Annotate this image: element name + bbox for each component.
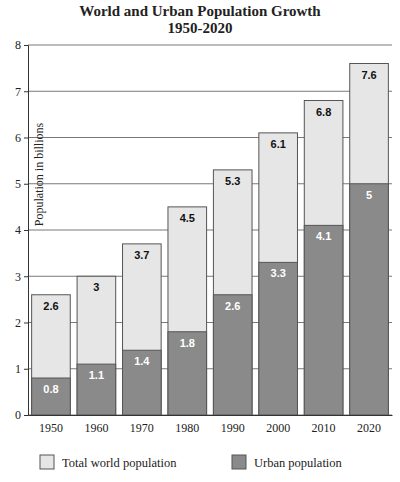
bar: [213, 170, 252, 415]
x-tick: 2010: [312, 415, 336, 435]
legend-label: Urban population: [254, 456, 343, 470]
data-label: 3.7: [134, 249, 149, 261]
bar: [168, 207, 207, 415]
y-tick: 1: [15, 362, 28, 376]
y-tick-label: 3: [15, 270, 21, 284]
grid: [28, 45, 392, 415]
series-bars: [32, 184, 389, 415]
y-tick-label: 8: [15, 38, 21, 52]
data-label: 4.5: [180, 212, 195, 224]
x-tick-label: 1960: [84, 421, 108, 435]
data-label: 1.1: [89, 369, 104, 381]
legend: Total world population Urban population: [40, 455, 343, 470]
bars: [32, 64, 389, 416]
bar: [123, 350, 162, 415]
y-tick: 5: [15, 177, 28, 191]
bar: [77, 364, 116, 415]
y-tick: 2: [15, 316, 28, 330]
legend-swatch: [232, 455, 246, 469]
bar: [32, 378, 71, 415]
x-tick: 1970: [130, 415, 154, 435]
data-label: 6.8: [316, 106, 331, 118]
x-tick-label: 1950: [39, 421, 63, 435]
subtitle: 1950-2020: [168, 20, 233, 36]
y-tick-label: 2: [15, 316, 21, 330]
x-tick: 2020: [357, 415, 381, 435]
data-label: 5: [366, 189, 372, 201]
data-label: 3.3: [271, 267, 286, 279]
x-tick: 1980: [175, 415, 199, 435]
x-tick-label: 2010: [312, 421, 336, 435]
data-label: 7.6: [361, 69, 376, 81]
x-tick: 1950: [39, 415, 63, 435]
y-tick-label: 4: [15, 223, 21, 237]
bar: [304, 101, 343, 416]
data-label: 2.6: [43, 300, 58, 312]
bar: [213, 295, 252, 415]
y-axis-title: Population in billions: [32, 123, 46, 227]
legend-swatch: [40, 455, 54, 469]
x-tick-label: 1980: [175, 421, 199, 435]
x-tick: 1960: [84, 415, 108, 435]
y-tick: 4: [15, 223, 28, 237]
y-tick-mark: [24, 184, 28, 185]
y-tick-mark: [24, 415, 28, 416]
y-tick-mark: [24, 276, 28, 277]
y-tick: 3: [15, 270, 28, 284]
y-axis-line: [24, 46, 29, 416]
x-tick: 2000: [266, 415, 290, 435]
x-axis: 1950 1960 1970 1980 1990 2000 2010 2020: [29, 415, 393, 435]
y-tick-mark: [24, 45, 28, 46]
bar: [350, 184, 389, 415]
y-tick-mark: [24, 138, 28, 139]
bar: [259, 262, 298, 415]
y-tick-mark: [24, 323, 28, 324]
bar: [32, 295, 71, 415]
grid-line: [28, 45, 392, 46]
y-axis: 0 1 2 3 4 5 6 7 8: [15, 38, 29, 422]
bar: [304, 225, 343, 415]
data-label: 1.8: [180, 337, 195, 349]
y-tick: 0: [15, 408, 28, 422]
x-tick-label: 1990: [221, 421, 245, 435]
title: World and Urban Population Growth: [79, 3, 321, 19]
y-tick-label: 5: [15, 177, 21, 191]
x-axis-line: [29, 415, 393, 416]
x-tick-label: 2020: [357, 421, 381, 435]
series-bars: [32, 64, 389, 416]
bar: [350, 64, 389, 416]
x-tick-label: 2000: [266, 421, 290, 435]
data-label: 6.1: [271, 138, 286, 150]
bar: [259, 133, 298, 415]
legend-label: Total world population: [62, 456, 177, 470]
data-label: 3: [93, 281, 99, 293]
y-tick-label: 7: [15, 85, 21, 99]
data-labels: 2.6 3 3.7 4.5 5.3 6.1 6.8 7.6 0.8 1.1 1.4 1.8 2.6 3.3…: [43, 69, 376, 396]
y-tick-mark: [24, 230, 28, 231]
bar: [77, 276, 116, 415]
y-tick: 6: [15, 131, 28, 145]
data-label: 0.8: [43, 383, 58, 395]
x-tick-label: 1970: [130, 421, 154, 435]
bar: [123, 244, 162, 415]
y-tick: 8: [15, 38, 28, 52]
y-tick-mark: [24, 91, 28, 92]
y-tick-label: 1: [15, 362, 21, 376]
bar: [168, 332, 207, 415]
y-tick-label: 6: [15, 131, 21, 145]
data-label: 1.4: [134, 355, 150, 367]
data-label: 5.3: [225, 175, 240, 187]
data-label: 4.1: [316, 230, 331, 242]
grid-line: [28, 91, 392, 92]
data-label: 2.6: [225, 300, 240, 312]
x-tick: 1990: [221, 415, 245, 435]
y-tick-label: 0: [15, 408, 21, 422]
y-tick: 7: [15, 85, 28, 99]
y-tick-mark: [24, 369, 28, 370]
